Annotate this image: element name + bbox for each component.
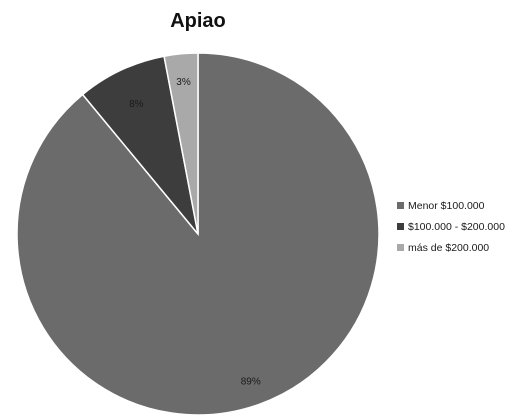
- legend-item-m-s-de-200-000: más de $200.000: [397, 242, 489, 254]
- pie-slice-m-s-de-200-000: [163, 52, 199, 235]
- legend-label: Menor $100.000: [408, 200, 485, 212]
- legend-swatch: [397, 223, 404, 230]
- data-label-m-s-de-200-000: 3%: [176, 77, 191, 88]
- chart-title: Apiao: [170, 10, 226, 32]
- pie-slice-100-000-200-000: [81, 55, 199, 235]
- legend-swatch: [397, 244, 404, 251]
- legend-label: más de $200.000: [408, 242, 489, 254]
- data-label-100-000-200-000: 8%: [129, 99, 144, 110]
- pie-slices: [16, 52, 380, 416]
- pie-slice-labels: 89% 8% 3%: [129, 77, 261, 388]
- legend-item-menor-100-000: Menor $100.000: [397, 200, 485, 212]
- legend-label: $100.000 - $200.000: [408, 221, 505, 233]
- legend-item-100-000-200-000: $100.000 - $200.000: [397, 221, 505, 233]
- legend-swatch: [397, 202, 404, 209]
- data-label-menor-100-000: 89%: [241, 376, 261, 387]
- legend: Menor $100.000 $100.000 - $200.000 más de …: [397, 200, 505, 254]
